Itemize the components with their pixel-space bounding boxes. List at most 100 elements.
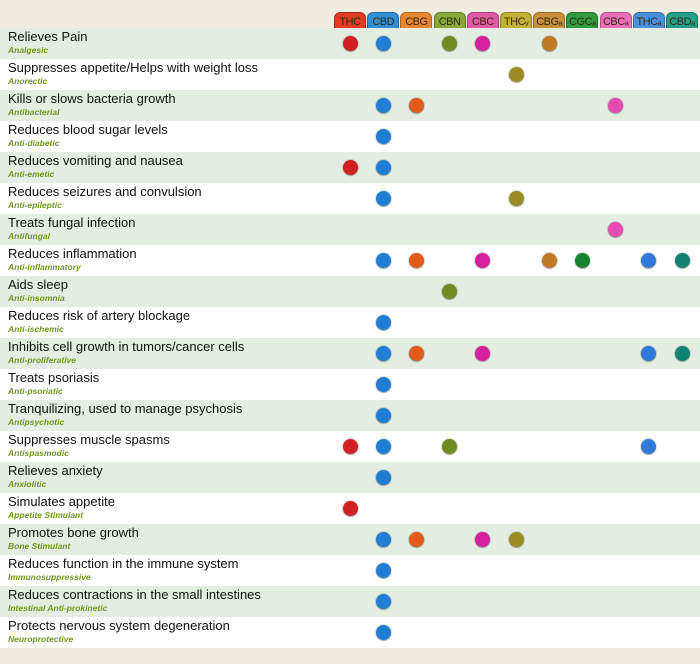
dot-marker — [608, 222, 624, 237]
dot-marker — [375, 439, 391, 454]
dot-marker — [342, 36, 358, 51]
table-row: Treats fungal infection Antifungal — [0, 214, 700, 245]
compound-header-10: CBDₐ — [666, 12, 698, 31]
compound-header-9: THCₐ — [632, 12, 665, 31]
table-row: Reduces seizures and convulsion Anti-epil… — [0, 183, 700, 214]
dot-marker — [541, 253, 557, 268]
benefit-term: Neuroprotective — [8, 634, 74, 644]
benefit-term: Anti-inflammatory — [8, 262, 81, 272]
benefit-term: Anti-proliferative — [8, 355, 77, 365]
benefit-label: Reduces seizures and convulsion — [8, 184, 202, 199]
table-row: Aids sleep Anti-insomnia — [0, 276, 700, 307]
dot-marker — [342, 439, 358, 454]
dot-marker — [442, 36, 458, 51]
benefit-label: Reduces blood sugar levels — [8, 122, 168, 137]
table-row: Suppresses muscle spasms Antispasmodic — [0, 431, 700, 462]
benefit-term: Anti-insomnia — [8, 293, 65, 303]
dot-marker — [508, 191, 524, 206]
benefit-term: Appetite Stimulant — [8, 510, 84, 520]
dot-marker — [641, 346, 657, 361]
table-row: Reduces function in the immune system Imm… — [0, 555, 700, 586]
dot-marker — [342, 501, 358, 516]
dot-marker — [508, 67, 524, 82]
dot-marker — [674, 346, 690, 361]
dot-marker — [375, 532, 391, 547]
dot-marker — [375, 625, 391, 640]
table-row: Protects nervous system degeneration Neur… — [0, 617, 700, 648]
table-row: Suppresses appetite/Helps with weight lo… — [0, 59, 700, 90]
benefit-label: Reduces risk of artery blockage — [8, 308, 191, 323]
benefit-label: Protects nervous system degeneration — [8, 618, 230, 633]
benefit-term: Antifungal — [8, 231, 51, 241]
table-row: Kills or slows bacteria growth Antibacter… — [0, 90, 700, 121]
compound-header-5: THCᵥ — [500, 12, 532, 31]
dot-marker — [375, 253, 391, 268]
compound-header-3: CBN — [433, 12, 466, 31]
table-row: Reduces inflammation Anti-inflammatory — [0, 245, 700, 276]
dot-marker — [508, 532, 524, 547]
benefit-label: Suppresses appetite/Helps with weight lo… — [8, 60, 259, 75]
benefit-label: Kills or slows bacteria growth — [8, 91, 176, 106]
benefit-term: Bone Stimulant — [8, 541, 71, 551]
dot-marker — [641, 253, 657, 268]
benefit-term: Anti-psoriatic — [8, 386, 63, 396]
dot-marker — [442, 439, 458, 454]
dot-marker — [475, 253, 491, 268]
table-row: Simulates appetite Appetite Stimulant — [0, 493, 700, 524]
benefit-label: Reduces inflammation — [8, 246, 137, 261]
compound-header-1: CBD — [367, 12, 400, 31]
dot-marker — [408, 346, 424, 361]
dot-marker — [541, 36, 557, 51]
dot-marker — [475, 346, 491, 361]
table-row: Reduces vomiting and nausea Anti-emetic — [0, 152, 700, 183]
benefit-term: Antispasmodic — [8, 448, 69, 458]
dot-marker — [608, 98, 624, 113]
dot-marker — [375, 129, 391, 144]
benefit-term: Anti-ischemic — [8, 324, 64, 334]
benefit-term: Intestinal Anti-prokinetic — [8, 603, 108, 613]
dot-marker — [408, 98, 424, 113]
dot-marker — [375, 346, 391, 361]
dot-marker — [442, 284, 458, 299]
dot-marker — [342, 160, 358, 175]
dot-marker — [375, 36, 391, 51]
benefit-label: Simulates appetite — [8, 494, 115, 509]
benefit-label: Treats psoriasis — [8, 370, 100, 385]
benefit-term: Antibacterial — [8, 107, 60, 117]
benefit-label: Reduces contractions in the small intest… — [8, 587, 261, 602]
benefit-term: Anxiolitic — [8, 479, 47, 489]
compound-header-0: THC — [334, 12, 366, 31]
table-row: Reduces blood sugar levels Anti-diabetic — [0, 121, 700, 152]
benefit-label: Relieves anxiety — [8, 463, 103, 478]
dot-marker — [375, 408, 391, 423]
table-row: Inhibits cell growth in tumors/cancer ce… — [0, 338, 700, 369]
benefit-label: Aids sleep — [8, 277, 68, 292]
compound-header-6: CBGₐ — [533, 12, 566, 31]
benefit-term: Anti-epileptic — [8, 200, 62, 210]
dot-marker — [375, 191, 391, 206]
table-row: Treats psoriasis Anti-psoriatic — [0, 369, 700, 400]
dot-marker — [674, 253, 690, 268]
table-row: Promotes bone growth Bone Stimulant — [0, 524, 700, 555]
benefit-label: Promotes bone growth — [8, 525, 139, 540]
table-row: Relieves anxiety Anxiolitic — [0, 462, 700, 493]
benefit-term: Antipsychotic — [8, 417, 65, 427]
compound-header-4: CBC — [466, 12, 499, 31]
benefit-term: Anorectic — [8, 76, 48, 86]
benefit-term: Analgesic — [8, 45, 49, 55]
compound-header-8: CBCₐ — [599, 12, 632, 31]
dot-marker — [475, 532, 491, 547]
dot-marker — [408, 532, 424, 547]
dot-marker — [375, 470, 391, 485]
compound-header-2: CBG — [400, 12, 433, 31]
dot-marker — [408, 253, 424, 268]
table-row: Reduces contractions in the small intest… — [0, 586, 700, 617]
dot-marker — [574, 253, 590, 268]
table-row: Tranquilizing, used to manage psychosis A… — [0, 400, 700, 431]
dot-marker — [375, 98, 391, 113]
benefit-label: Relieves Pain — [8, 29, 88, 44]
table-row: Reduces risk of artery blockage Anti-isch… — [0, 307, 700, 338]
benefit-label: Suppresses muscle spasms — [8, 432, 170, 447]
table-row: Relieves Pain Analgesic — [0, 28, 700, 59]
compound-header-7: CGCₐ — [566, 12, 599, 31]
